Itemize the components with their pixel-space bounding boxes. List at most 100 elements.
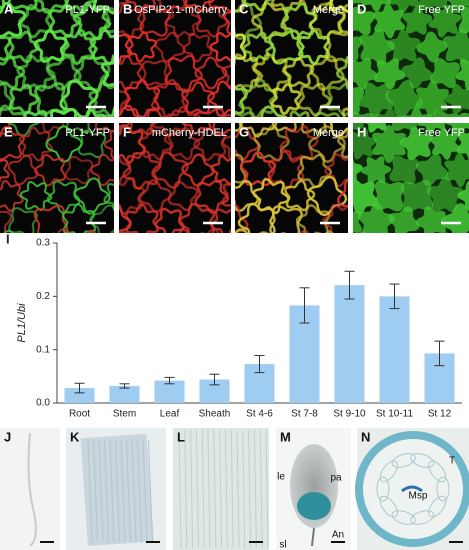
cell-wall bbox=[235, 123, 242, 132]
cell-wall bbox=[151, 151, 189, 189]
cell-wall bbox=[8, 30, 41, 64]
cell-wall bbox=[146, 107, 166, 117]
cell-wall bbox=[88, 80, 114, 117]
cell bbox=[353, 111, 375, 117]
section bbox=[355, 431, 469, 547]
cell bbox=[373, 58, 406, 90]
cell-wall bbox=[280, 1, 318, 41]
bar bbox=[154, 380, 185, 403]
cell-wall bbox=[119, 177, 146, 215]
panel-label: D bbox=[357, 1, 366, 16]
cell-wall bbox=[119, 2, 145, 40]
cell bbox=[373, 180, 405, 212]
cell bbox=[428, 4, 462, 38]
panel-caption: PL1-YFP bbox=[65, 127, 110, 139]
cell bbox=[387, 0, 420, 13]
cell bbox=[429, 128, 461, 160]
cell bbox=[458, 6, 469, 34]
cell bbox=[400, 179, 434, 213]
stripe bbox=[137, 439, 142, 543]
cell bbox=[457, 232, 469, 264]
cell-wall bbox=[297, 82, 332, 117]
cell-wall bbox=[89, 153, 114, 187]
cell bbox=[430, 58, 460, 88]
cell-wall bbox=[0, 123, 11, 135]
panel-caption: Merge bbox=[313, 4, 344, 16]
panel-label: B bbox=[123, 1, 132, 16]
cell-wall bbox=[239, 151, 277, 187]
panel-caption: Free YFP bbox=[418, 4, 465, 16]
cell-wall bbox=[40, 123, 65, 134]
error-bar bbox=[164, 376, 175, 385]
cell-wall bbox=[48, 4, 82, 38]
cell-wall bbox=[300, 123, 327, 135]
cell-wall bbox=[150, 78, 190, 117]
y-tick-label: 0.0 bbox=[36, 398, 50, 409]
cell-wall bbox=[325, 230, 334, 233]
stripe bbox=[148, 439, 153, 543]
cell-wall bbox=[0, 55, 26, 90]
vein bbox=[242, 429, 246, 549]
panel-caption: PL1-YFP bbox=[65, 4, 110, 16]
cell-wall bbox=[7, 123, 40, 137]
cell-wall bbox=[33, 29, 68, 63]
cell bbox=[387, 29, 421, 63]
cell bbox=[353, 6, 376, 36]
cell bbox=[426, 176, 464, 213]
panel-label: K bbox=[70, 429, 80, 444]
cell-wall bbox=[0, 159, 10, 183]
cell-wall bbox=[123, 78, 161, 117]
cell bbox=[371, 124, 407, 164]
cell-wall bbox=[193, 107, 225, 117]
cell bbox=[402, 5, 433, 35]
vein bbox=[219, 429, 223, 549]
cell-wall bbox=[340, 233, 370, 263]
bar bbox=[64, 388, 95, 403]
cell-wall bbox=[326, 82, 348, 117]
cell-wall bbox=[141, 59, 169, 87]
cell-wall bbox=[111, 232, 114, 233]
cell-wall bbox=[182, 32, 213, 63]
cell bbox=[444, 84, 469, 114]
error-bar bbox=[434, 340, 445, 367]
cell-wall bbox=[119, 104, 145, 117]
error-bar bbox=[209, 373, 220, 386]
cell-wall bbox=[23, 109, 48, 117]
vein bbox=[259, 429, 263, 549]
cell-wall bbox=[258, 230, 270, 233]
cell-wall bbox=[151, 123, 187, 138]
micrograph bbox=[353, 0, 469, 117]
cell bbox=[357, 202, 395, 233]
cell bbox=[441, 203, 469, 233]
x-tick-label: St 4-6 bbox=[246, 409, 273, 420]
panel-label: J bbox=[4, 429, 11, 444]
cell-wall bbox=[309, 55, 345, 91]
cell bbox=[418, 0, 448, 11]
panel-caption: OsPIP2.1-mCherry bbox=[134, 4, 227, 16]
vein bbox=[236, 429, 240, 549]
anther bbox=[297, 492, 331, 520]
cell-wall bbox=[235, 180, 259, 212]
cell bbox=[353, 179, 379, 215]
cell-wall bbox=[7, 0, 38, 11]
cell-wall bbox=[221, 182, 231, 207]
cell-wall bbox=[73, 177, 111, 215]
vein bbox=[190, 429, 194, 549]
vein bbox=[253, 429, 257, 549]
annotation: An bbox=[332, 530, 344, 541]
error-bar bbox=[299, 287, 310, 324]
stripe bbox=[131, 439, 137, 543]
cell-wall bbox=[46, 180, 81, 214]
locule bbox=[436, 476, 450, 502]
panel-bg bbox=[0, 123, 114, 233]
locule bbox=[428, 495, 447, 518]
cell-wall bbox=[143, 236, 167, 260]
photo bbox=[276, 428, 351, 550]
cell bbox=[415, 80, 449, 117]
cell-wall bbox=[335, 55, 348, 91]
panel-label: F bbox=[123, 124, 131, 139]
cell-wall bbox=[260, 105, 288, 117]
locule bbox=[428, 460, 447, 483]
cell-wall bbox=[181, 153, 215, 187]
cell-wall bbox=[270, 82, 302, 116]
